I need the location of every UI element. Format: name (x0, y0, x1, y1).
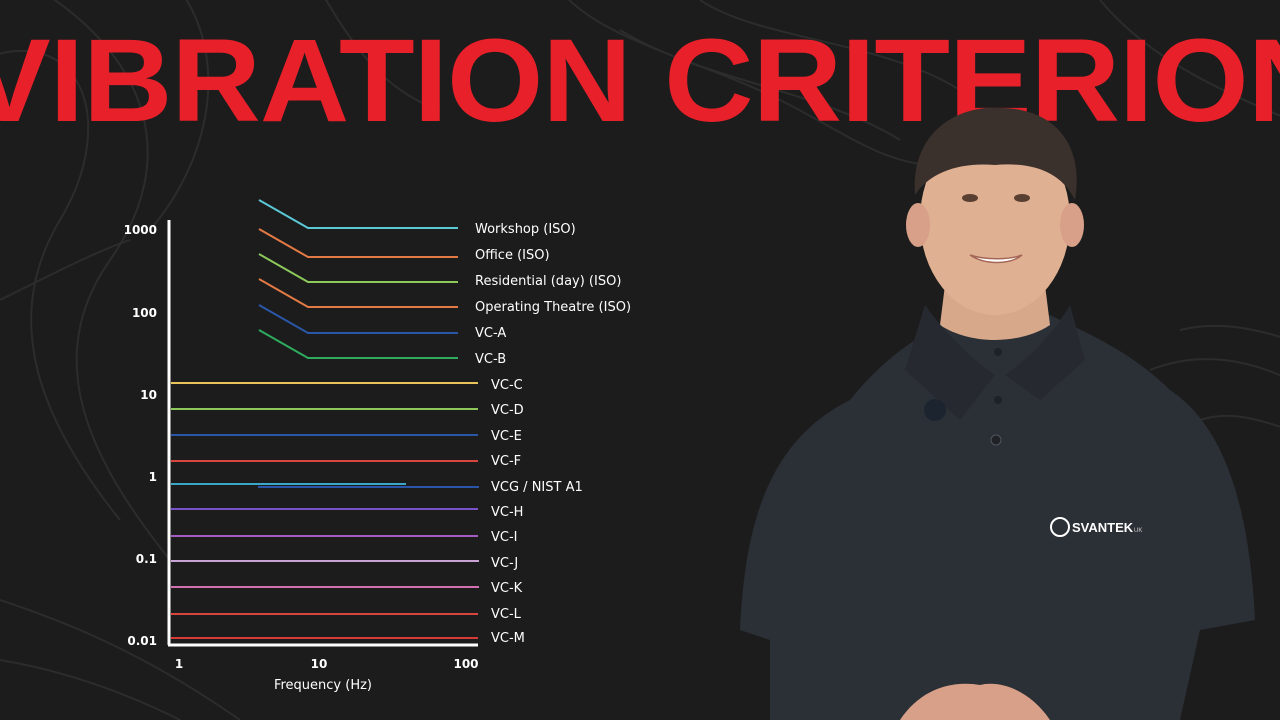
series-label-workshop: Workshop (ISO) (475, 222, 576, 237)
face (920, 125, 1070, 315)
series-label-vc-l: VC-L (491, 607, 522, 622)
series-label-vc-h: VC-H (491, 505, 523, 520)
svantek-logo-icon (1050, 517, 1070, 537)
vibration-criterion-chart: 1000 100 10 1 0.1 0.01 1 10 100 Frequenc… (124, 199, 631, 693)
series-line-operating-theatre (258, 278, 458, 308)
y-tick-1000: 1000 (124, 223, 157, 237)
y-tick-10: 10 (140, 388, 157, 402)
series-label-vc-k: VC-K (491, 581, 523, 596)
shirt-collar (905, 305, 995, 420)
series-label-vc-d: VC-D (491, 403, 524, 418)
page-title: VIBRATION CRITERION (0, 15, 1280, 147)
series-line-vc-b (258, 329, 458, 359)
series-line-residential (258, 253, 458, 283)
presenter-photo: SVANTEK UK (740, 107, 1255, 720)
series-label-vc-c: VC-C (491, 378, 523, 393)
series-label-vc-j: VC-J (491, 556, 518, 571)
series-line-workshop (258, 199, 458, 229)
x-axis-label: Frequency (Hz) (274, 678, 372, 693)
series-label-vc-f: VC-F (491, 454, 521, 469)
series-label-vcg-nist-a1: VCG / NIST A1 (491, 480, 583, 495)
x-tick-1: 1 (175, 657, 183, 671)
series-line-vc-a (258, 304, 458, 334)
series-label-operating-theatre: Operating Theatre (ISO) (475, 300, 631, 315)
x-tick-100: 100 (453, 657, 478, 671)
hands (900, 683, 1050, 720)
x-tick-10: 10 (311, 657, 328, 671)
y-tick-0.1: 0.1 (136, 552, 157, 566)
series-label-vc-e: VC-E (491, 429, 522, 444)
series-line-office (258, 228, 458, 258)
series-label-vc-m: VC-M (491, 631, 525, 646)
series-label-vc-i: VC-I (491, 530, 518, 545)
series-label-residential: Residential (day) (ISO) (475, 274, 621, 289)
y-tick-100: 100 (132, 306, 157, 320)
hair (914, 107, 1077, 200)
shirt-logo: SVANTEK (1072, 520, 1134, 535)
series-label-vc-a: VC-A (475, 326, 506, 341)
shirt-logo-suffix: UK (1134, 528, 1142, 534)
series-label-office: Office (ISO) (475, 248, 550, 263)
series-label-vc-b: VC-B (475, 352, 506, 367)
polo-shirt (740, 315, 1255, 720)
y-tick-0.01: 0.01 (127, 634, 157, 648)
y-tick-1: 1 (149, 470, 157, 484)
